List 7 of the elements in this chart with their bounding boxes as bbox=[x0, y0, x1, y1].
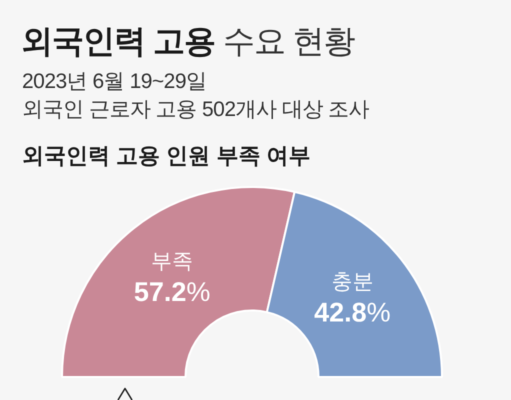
data-label: 57.2% bbox=[134, 277, 210, 308]
slice-label: 충분 bbox=[331, 270, 374, 294]
chart-title: 외국인력 고용 수요 현황 bbox=[21, 23, 355, 59]
chart-subtitle: 2023년 6월 19~29일 외국인 근로자 고용 502개사 대상 조사 bbox=[22, 69, 370, 123]
slice-label: 부족 bbox=[151, 249, 194, 274]
text: 외국인력 고용 인원 부족 여부 bbox=[22, 142, 310, 170]
data-label: 42.8% bbox=[314, 298, 391, 328]
